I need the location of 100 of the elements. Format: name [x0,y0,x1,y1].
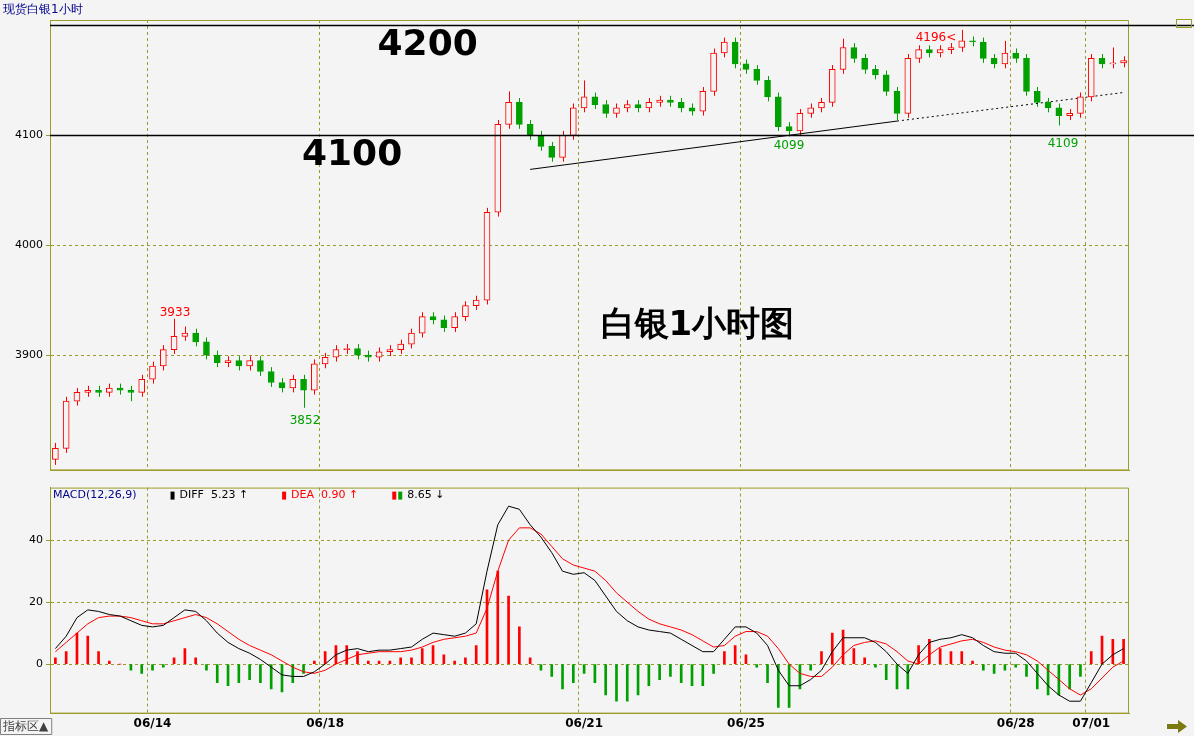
candlestick [980,37,987,64]
bar [1079,664,1082,677]
bar [205,664,208,671]
bar [215,664,219,683]
y-tick-label: 3900 [15,347,43,361]
bar [906,664,910,690]
annotation: 4196< [915,30,957,45]
candlestick [203,336,210,360]
legend-label: 8.65 ↓ [407,488,445,502]
bar [1025,664,1028,677]
annotation: 3852 [289,413,321,428]
ref-line-label: 4100 [302,131,403,173]
annotation: 3933 [159,305,191,320]
candlestick [764,75,771,102]
bar [830,632,834,664]
bar [1111,638,1115,664]
candlestick [882,70,890,97]
ref-line-label: 4200 [377,21,478,63]
bar [313,660,316,664]
bar [669,664,672,677]
candlestick [267,366,275,388]
bar [420,648,424,664]
bar [1068,664,1071,690]
bar [820,651,823,664]
bar [194,657,197,664]
candlestick [300,374,307,409]
annotation: 4099 [773,138,805,153]
bar [928,638,931,664]
y-tick-label: 20 [29,595,43,609]
bar [248,664,251,680]
bar [777,664,780,708]
candlestick [1109,46,1117,69]
bar [54,657,57,664]
y-tick-label: 4100 [15,128,43,142]
bar [971,660,974,664]
y-tick-label: 4000 [15,238,43,252]
y-tick-label: 40 [29,533,43,547]
bar [604,664,608,696]
bar [474,645,478,664]
candlestick [861,53,868,75]
candlestick [548,141,556,163]
legend-label: DIFF 5.23 ↑ [179,488,249,502]
candlestick [505,90,512,130]
bar [1089,651,1093,664]
bar [453,660,456,664]
bar [399,657,403,664]
bar [982,664,985,671]
bar [723,651,726,664]
bar [237,664,241,683]
candlestick [1033,86,1041,108]
candlestick [969,35,976,47]
bar [1035,664,1039,690]
bar [712,664,715,674]
candlestick [418,311,426,338]
annotation: 白银1小时图 [600,303,795,344]
chart-title: 现货白银1小时 [3,1,83,18]
bar [259,664,262,683]
bar [140,664,144,674]
bar [809,664,813,671]
y-tick-label: 0 [36,656,43,670]
candlestick [149,361,156,385]
candlestick [516,97,523,130]
candlestick [257,355,264,377]
annotation: 4109 [1047,136,1079,151]
bar [86,635,90,664]
bar [464,657,467,664]
text: 指标区▲ [2,719,49,734]
bar [615,664,618,702]
x-tick-label: 06/14 [133,715,172,730]
candlestick [721,37,728,58]
bar [884,664,888,680]
x-tick-label: 06/18 [306,715,345,730]
bar [518,626,521,664]
bar [960,651,964,664]
bar [625,664,629,702]
bar [755,664,759,668]
bar [507,595,510,664]
candlestick [1077,92,1084,119]
bar [64,651,68,664]
bar [161,664,165,668]
candlestick [52,442,59,466]
candlestick [753,64,761,86]
bar [938,648,942,664]
bar [269,664,273,690]
x-tick-label: 06/25 [727,715,765,730]
bar [366,660,370,664]
candlestick [699,86,707,117]
candlestick [408,328,415,349]
bar [345,645,349,664]
candlestick [159,344,167,371]
bar [356,651,359,664]
x-tick-label: 06/28 [996,715,1035,730]
legend-title: MACD(12,26,9) [53,488,137,502]
candlestick [559,130,566,163]
legend-label: DEA 0.90 ↑ [291,488,359,502]
bar [766,664,769,683]
bar [410,657,413,664]
candlestick [958,29,966,53]
bar [496,570,500,664]
bar [863,657,866,664]
